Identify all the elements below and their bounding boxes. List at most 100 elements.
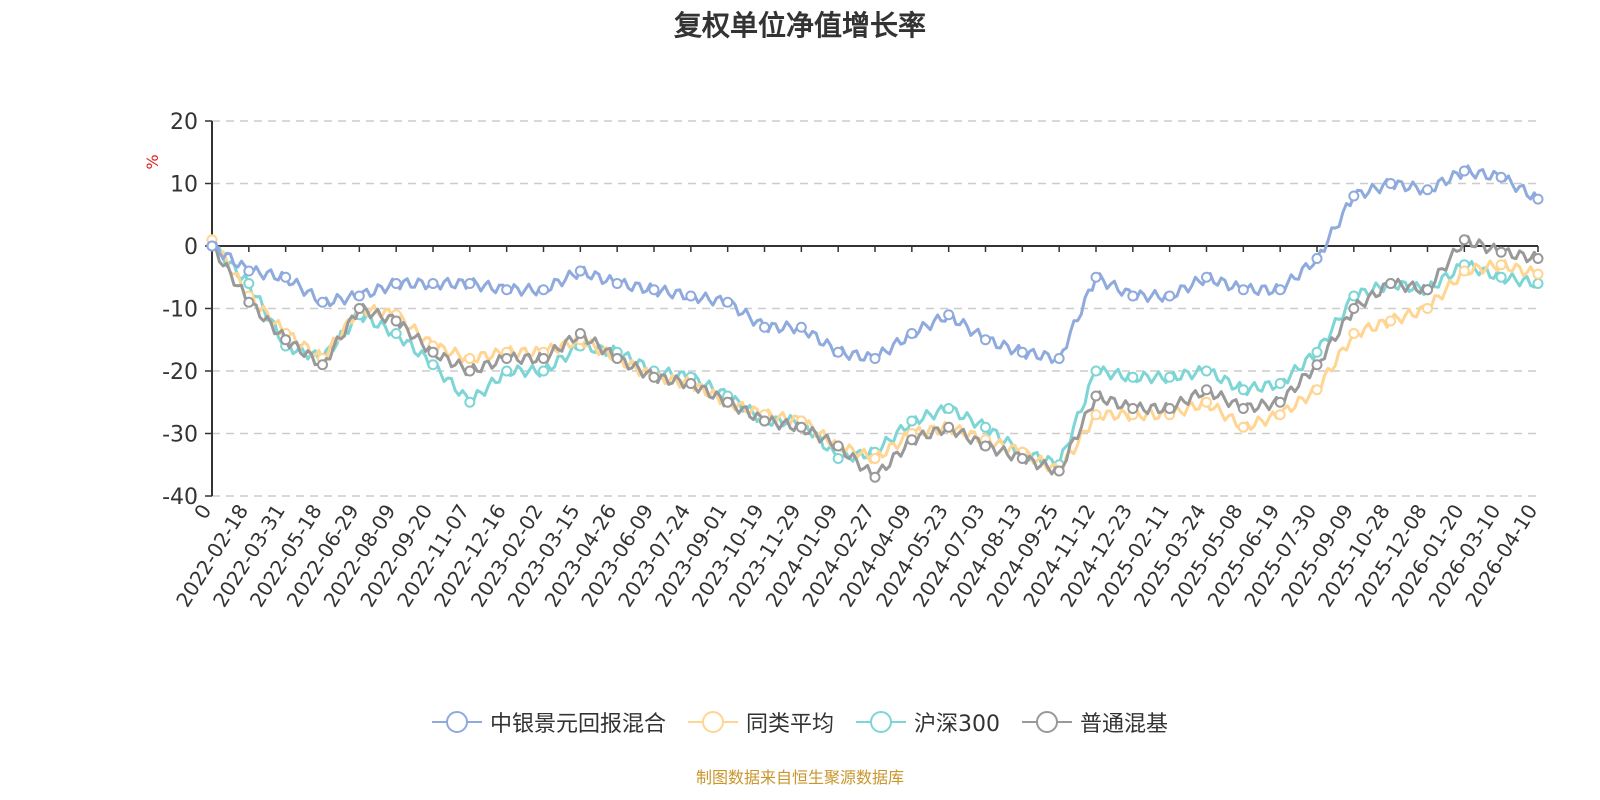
data-point — [611, 353, 623, 364]
chart-title: 复权单位净值增长率 — [673, 9, 926, 42]
data-point — [1090, 390, 1102, 402]
data-point — [1311, 253, 1323, 264]
data-point — [980, 334, 991, 346]
legend-item[interactable]: 普通混基 — [1022, 706, 1168, 738]
y-tick-label: 10 — [170, 173, 198, 198]
data-point — [464, 365, 476, 377]
data-point — [1274, 409, 1286, 421]
data-point — [1422, 184, 1433, 196]
data-point — [1274, 396, 1286, 408]
data-point — [464, 278, 476, 289]
data-point — [1127, 403, 1139, 414]
data-point — [1311, 346, 1323, 358]
data-point — [832, 346, 844, 358]
data-point — [722, 396, 734, 408]
data-point — [280, 271, 292, 283]
data-point — [1348, 303, 1360, 314]
data-point — [1090, 271, 1102, 283]
data-point — [1385, 315, 1397, 327]
data-point — [427, 346, 439, 358]
y-axis-label: % — [143, 154, 162, 169]
source-note: 制图数据来自恒生聚源数据库 — [695, 768, 904, 787]
x-tick-label: 0 — [189, 500, 216, 524]
data-point — [1127, 290, 1139, 302]
data-point — [1164, 290, 1176, 302]
data-point — [832, 453, 844, 464]
legend-marker-icon — [1022, 711, 1072, 733]
data-point — [464, 396, 476, 408]
data-point — [980, 440, 991, 452]
data-point — [1237, 384, 1249, 396]
data-point — [1458, 265, 1470, 277]
data-point — [795, 421, 807, 433]
data-point — [648, 371, 660, 383]
data-point — [759, 415, 770, 427]
data-point — [1495, 246, 1507, 258]
data-point — [206, 240, 218, 252]
data-point — [759, 321, 770, 333]
data-point — [280, 334, 292, 346]
data-point — [1201, 271, 1212, 283]
legend-item[interactable]: 同类平均 — [687, 706, 834, 738]
data-point — [390, 278, 402, 289]
series-layer — [206, 164, 1544, 483]
data-point — [1311, 359, 1323, 371]
data-point — [1237, 403, 1249, 414]
data-point — [1422, 284, 1433, 296]
data-point — [317, 296, 328, 308]
legend-marker-icon — [431, 711, 482, 733]
data-point — [685, 378, 697, 389]
y-tick-label: 0 — [184, 235, 198, 260]
data-point — [648, 284, 660, 296]
legend-label: 沪深300 — [914, 712, 1000, 737]
data-point — [1348, 190, 1360, 202]
data-point — [427, 359, 439, 371]
legend: 中银景元回报混合 同类平均 沪深300 普通混基 — [0, 706, 1600, 738]
legend-label: 普通混基 — [1080, 712, 1169, 737]
data-point — [1201, 396, 1212, 408]
data-point — [1274, 378, 1286, 389]
data-point — [1495, 271, 1507, 283]
data-point — [1164, 403, 1176, 414]
legend-label: 中银景元回报混合 — [489, 712, 666, 737]
data-point — [1495, 171, 1507, 183]
legend-label: 同类平均 — [745, 712, 834, 737]
data-point — [1237, 421, 1249, 433]
data-point — [869, 453, 881, 464]
data-point — [1053, 465, 1065, 477]
data-point — [943, 403, 955, 414]
data-point — [501, 365, 513, 377]
data-point — [1532, 253, 1544, 264]
data-point — [464, 353, 476, 364]
data-point — [1016, 453, 1028, 464]
data-point — [869, 353, 881, 364]
data-point — [1495, 259, 1507, 271]
data-point — [390, 315, 402, 327]
grid-layer — [212, 120, 1538, 497]
data-point — [1385, 278, 1397, 289]
data-point — [538, 353, 549, 364]
data-point — [869, 471, 881, 483]
data-point — [1053, 353, 1065, 364]
data-point — [943, 421, 955, 433]
data-point — [1237, 284, 1249, 296]
data-point — [1311, 384, 1323, 396]
legend-item[interactable]: 沪深300 — [856, 706, 1000, 738]
data-point — [317, 359, 328, 371]
data-point — [722, 296, 734, 308]
legend-item[interactable]: 中银景元回报混合 — [431, 706, 666, 738]
data-point — [243, 265, 255, 277]
data-point — [832, 440, 844, 452]
data-point — [1458, 165, 1470, 177]
data-point — [538, 284, 549, 296]
data-point — [1090, 365, 1102, 377]
data-point — [1164, 371, 1176, 383]
data-point — [353, 290, 365, 302]
data-point — [1127, 371, 1139, 383]
data-point — [538, 365, 549, 377]
data-point — [1090, 409, 1102, 421]
data-point — [906, 415, 918, 427]
data-point — [1274, 284, 1286, 296]
data-point — [353, 303, 365, 314]
